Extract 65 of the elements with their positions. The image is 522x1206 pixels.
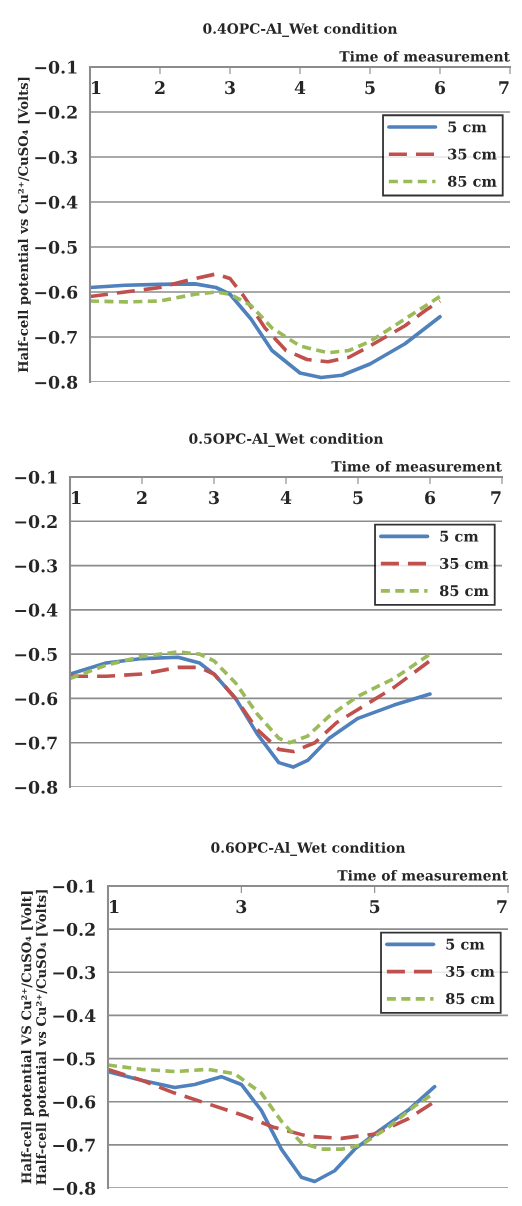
y-tick-label: −0.7 — [53, 1138, 95, 1152]
line-series — [108, 1063, 437, 1151]
legend-label: 35 cm — [440, 557, 489, 569]
x-tick-label: 7 — [497, 900, 507, 913]
y-axis-title: Half-cell potential VS Cu²⁺/CuSO₄ [Volt] Half-cell potential vs Cu²⁺/CuSO₄ [Volts] — [21, 890, 49, 1185]
legend-label: 85 cm — [439, 585, 489, 597]
y-tick-label: −0.5 — [15, 647, 57, 661]
y-tick-label: −0.5 — [35, 240, 77, 254]
x-tick-label: 1 — [92, 81, 101, 94]
line-series — [90, 272, 442, 364]
y-tick-label: −0.5 — [53, 1052, 95, 1066]
x-tick-label: 4 — [294, 81, 306, 94]
legend-label: 5 cm — [448, 121, 487, 133]
y-tick-label: −0.1 — [15, 470, 57, 484]
legend-label: 35 cm — [446, 965, 495, 977]
y-tick-label: −0.2 — [15, 515, 57, 529]
line-series — [70, 658, 432, 754]
y-tick-label: −0.4 — [35, 195, 78, 209]
x-tick-label: 2 — [137, 491, 147, 504]
y-tick-label: −0.3 — [35, 150, 78, 164]
x-tick-label: 3 — [209, 491, 219, 505]
y-tick-label: −0.8 — [53, 1181, 96, 1195]
x-tick-label: 6 — [435, 81, 446, 95]
x-tick-label: 5 — [370, 900, 380, 914]
line-series — [70, 650, 432, 745]
y-tick-label: −0.1 — [35, 60, 77, 74]
y-tick-label: −0.4 — [53, 1009, 96, 1023]
legend-label: 35 cm — [448, 148, 497, 160]
x-tick-label: 5 — [365, 81, 375, 95]
x-axis-title: Time of measurement — [339, 50, 510, 62]
x-tick-label: 4 — [280, 491, 292, 504]
y-tick-label: −0.4 — [15, 603, 58, 617]
x-axis-title: Time of measurement — [337, 869, 508, 881]
y-tick-label: −0.2 — [35, 105, 77, 119]
x-tick-label: 2 — [155, 81, 165, 94]
legend-label: 5 cm — [446, 938, 485, 950]
y-tick-label: −0.3 — [15, 559, 58, 573]
x-tick-label: 7 — [499, 81, 509, 94]
x-tick-label: 1 — [72, 491, 81, 504]
y-tick-label: −0.1 — [53, 879, 95, 893]
x-tick-label: 3 — [225, 81, 235, 95]
chart-title: 0.4OPC-Al_Wet condition — [203, 23, 398, 37]
y-axis-title: Half-cell potential vs Cu²⁺/CuSO₄ [Volts] — [17, 77, 31, 373]
y-tick-label: −0.6 — [35, 285, 78, 299]
x-tick-label: 3 — [236, 900, 247, 914]
y-tick-label: −0.6 — [15, 692, 58, 706]
x-tick-label: 5 — [353, 491, 363, 505]
line-series — [90, 282, 442, 380]
y-tick-label: −0.3 — [53, 966, 96, 980]
y-tick-label: −0.6 — [53, 1095, 96, 1109]
x-axis-title: Time of measurement — [331, 460, 502, 472]
x-tick-label: 1 — [110, 900, 119, 913]
y-tick-label: −0.8 — [35, 375, 78, 389]
legend-label: 85 cm — [447, 175, 497, 187]
line-series — [90, 290, 442, 355]
y-tick-label: −0.8 — [15, 780, 58, 794]
x-tick-label: 6 — [425, 491, 436, 505]
x-tick-label: 7 — [491, 491, 501, 504]
y-tick-label: −0.7 — [35, 330, 77, 344]
legend-label: 5 cm — [440, 530, 479, 542]
chart-title: 0.5OPC-Al_Wet condition — [189, 433, 384, 447]
chart-title: 0.6OPC-Al_Wet condition — [211, 842, 406, 856]
y-tick-label: −0.2 — [53, 922, 95, 936]
legend-label: 85 cm — [445, 993, 495, 1005]
y-tick-label: −0.7 — [15, 736, 57, 750]
